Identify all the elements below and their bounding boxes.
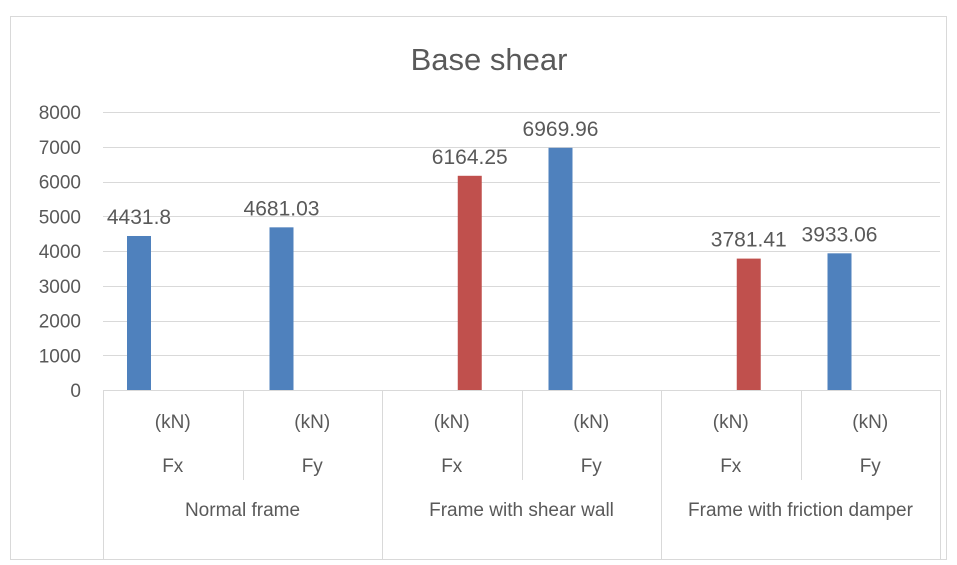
gridlines	[103, 112, 940, 391]
data-label: 4681.03	[244, 197, 320, 220]
bar	[269, 227, 294, 390]
x-unit-label: (kN)	[155, 412, 191, 433]
data-label: 3933.06	[802, 223, 878, 246]
data-label: 4431.8	[107, 206, 171, 229]
x-group-label: Frame with shear wall	[429, 500, 614, 521]
y-tick-label: 3000	[39, 277, 81, 298]
y-tick-label: 5000	[39, 207, 81, 228]
bars	[127, 147, 852, 390]
y-tick-label: 0	[70, 381, 81, 402]
x-component-label: Fx	[720, 456, 742, 477]
bar	[736, 258, 761, 390]
x-unit-label: (kN)	[713, 412, 749, 433]
x-unit-label: (kN)	[573, 412, 609, 433]
bar	[827, 253, 852, 390]
y-tick-label: 7000	[39, 138, 81, 159]
y-tick-label: 2000	[39, 312, 81, 333]
y-tick-label: 6000	[39, 173, 81, 194]
x-group-label: Frame with friction damper	[688, 500, 914, 521]
y-tick-label: 4000	[39, 242, 81, 263]
y-axis: 0 1000 2000 3000 4000 5000 6000 7000 8000	[39, 103, 81, 402]
bar	[457, 175, 482, 390]
x-component-label: Fy	[302, 456, 324, 477]
x-unit-label: (kN)	[852, 412, 888, 433]
x-component-label: Fy	[860, 456, 882, 477]
x-component-label: Fx	[441, 456, 463, 477]
x-component-label: Fx	[162, 456, 184, 477]
bar	[548, 147, 573, 390]
x-axis: (kN) Fx (kN) Fy (kN) Fx (kN) Fy (kN) Fx (kN) Fy Norm…	[103, 390, 941, 560]
x-component-label: Fy	[581, 456, 603, 477]
y-tick-label: 8000	[39, 103, 81, 124]
data-label: 3781.41	[711, 229, 787, 252]
x-unit-label: (kN)	[434, 412, 470, 433]
x-group-label: Normal frame	[185, 500, 300, 521]
bar	[127, 235, 151, 390]
x-unit-label: (kN)	[294, 412, 330, 433]
y-tick-label: 1000	[39, 346, 81, 367]
data-label: 6164.25	[432, 146, 508, 169]
data-label: 6969.96	[523, 118, 599, 141]
data-labels: 4431.8 4681.03 6164.25 6969.96 3781.41 3933.0…	[107, 118, 878, 252]
chart-title: Base shear	[411, 42, 568, 77]
